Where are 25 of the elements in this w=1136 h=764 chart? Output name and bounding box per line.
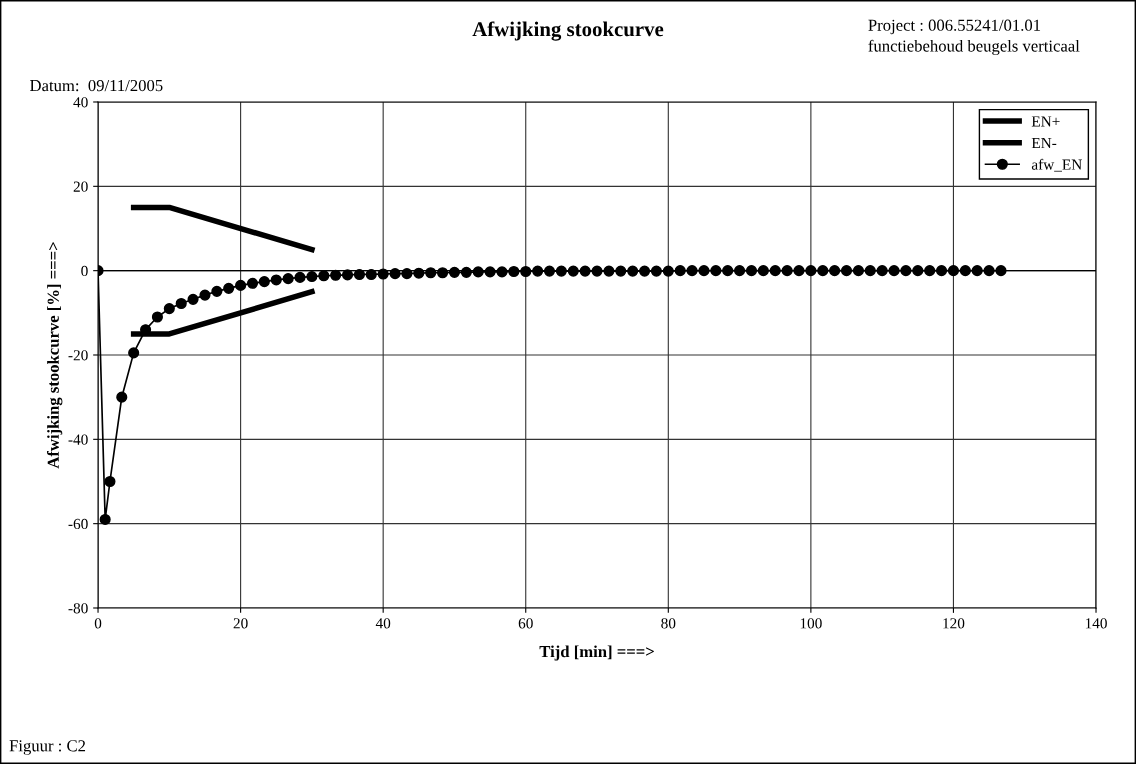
x-tick-label: 0: [94, 618, 102, 629]
text: Project : 006.55241/01.01: [868, 19, 1041, 35]
legend-label: EN+: [1031, 116, 1060, 127]
y-tick-label: -20: [68, 350, 88, 361]
y-tick-label: 40: [73, 97, 88, 108]
x-tick-label: 100: [800, 618, 822, 629]
x-axis-title: Tijd [min] ===>: [539, 645, 654, 661]
x-tick-label: 20: [233, 618, 248, 629]
y-tick-label: -80: [68, 603, 88, 614]
legend-label: afw_EN: [1031, 158, 1082, 172]
y-tick-label: -40: [68, 434, 88, 445]
text: Figuur : C2: [9, 740, 86, 755]
y-tick-label: 0: [81, 265, 88, 277]
legend-label: EN-: [1031, 138, 1057, 149]
y-tick-label: 20: [73, 181, 88, 192]
x-tick-label: 140: [1085, 618, 1107, 629]
x-tick-label: 120: [943, 618, 965, 629]
chart-title: Afwijking stookcurve: [472, 21, 664, 41]
x-tick-label: 80: [661, 618, 676, 629]
x-tick-label: 40: [375, 618, 391, 629]
text: Datum: 09/11/2005: [30, 79, 163, 92]
y-axis-title: Afwijking stookcurve [%] ===>: [46, 242, 63, 469]
y-tick-label: -60: [68, 518, 88, 530]
text: functiebehoud beugels verticaal: [868, 39, 1080, 56]
x-tick-label: 60: [518, 618, 533, 629]
